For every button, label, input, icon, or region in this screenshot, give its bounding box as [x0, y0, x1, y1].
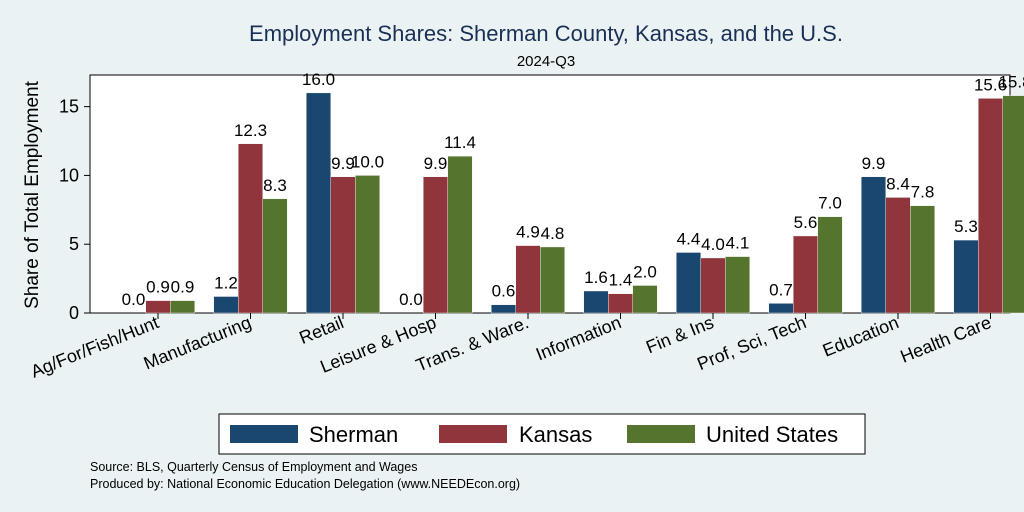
data-label-sherman-information: 1.6	[584, 268, 608, 287]
data-label-sherman-ag-for-fish-hunt: 0.0	[122, 290, 146, 309]
data-label-sherman-fin-ins: 4.4	[677, 229, 701, 248]
bar-sherman-retail	[306, 92, 331, 314]
bar-sherman-fin-ins	[676, 252, 701, 314]
bar-united-states-trans-ware	[540, 246, 565, 314]
bar-united-states-retail	[355, 175, 380, 314]
data-label-united-states-fin-ins: 4.1	[726, 234, 750, 253]
data-label-sherman-trans-ware: 0.6	[492, 282, 516, 301]
category-label-health-care: Health Care	[897, 312, 994, 367]
data-label-sherman-leisure-hosp: 0.0	[399, 290, 423, 309]
data-label-sherman-manufacturing: 1.2	[214, 273, 238, 292]
category-label-manufacturing: Manufacturing	[141, 312, 254, 373]
legend: Sherman Kansas United States	[218, 413, 866, 455]
data-label-united-states-health-care: 15.8	[998, 73, 1024, 92]
bar-united-states-education	[910, 205, 935, 314]
y-tick-label: 10	[59, 165, 79, 185]
bar-united-states-leisure-hosp	[447, 155, 473, 314]
legend-label-united-states: United States	[706, 422, 838, 447]
y-tick-label: 5	[69, 234, 79, 254]
data-label-kansas-education: 8.4	[886, 174, 910, 193]
data-label-kansas-fin-ins: 4.0	[701, 235, 725, 254]
legend-swatch-sherman	[230, 425, 298, 443]
bar-united-states-information	[632, 285, 658, 314]
legend-label-sherman: Sherman	[309, 422, 398, 447]
bar-kansas-ag-for-fish-hunt	[145, 300, 171, 314]
category-label-retail: Retail	[296, 312, 346, 348]
data-label-sherman-health-care: 5.3	[954, 217, 978, 236]
data-label-united-states-retail: 10.0	[351, 152, 384, 171]
bar-kansas-health-care	[978, 98, 1003, 314]
data-label-kansas-manufacturing: 12.3	[234, 121, 267, 140]
bar-kansas-manufacturing	[238, 143, 263, 314]
data-label-united-states-education: 7.8	[911, 183, 935, 202]
data-label-sherman-retail: 16.0	[302, 70, 335, 89]
bar-united-states-health-care	[1002, 95, 1024, 314]
category-label-ag-for-fish-hunt: Ag/For/Fish/Hunt	[28, 312, 162, 382]
bar-kansas-fin-ins	[700, 257, 726, 314]
legend-box	[218, 413, 866, 455]
bar-kansas-education	[885, 197, 911, 314]
legend-swatch-united-states	[627, 425, 695, 443]
bar-kansas-retail	[330, 176, 356, 314]
y-tick-label: 15	[59, 97, 79, 117]
y-axis-label: Share of Total Employment	[22, 80, 43, 308]
bar-kansas-information	[608, 293, 633, 314]
chart-subtitle: 2024-Q3	[517, 53, 575, 70]
bar-sherman-manufacturing	[213, 296, 239, 314]
legend-label-kansas: Kansas	[519, 422, 592, 447]
data-label-kansas-health-care: 15.6	[974, 75, 1007, 94]
data-label-sherman-education: 9.9	[862, 154, 886, 173]
bar-kansas-prof-sci-tech	[793, 235, 818, 314]
bar-sherman-trans-ware	[491, 304, 516, 314]
bar-kansas-trans-ware	[515, 245, 541, 314]
source-note: Source: BLS, Quarterly Census of Employm…	[90, 460, 417, 474]
bar-sherman-information	[583, 290, 609, 314]
data-label-united-states-manufacturing: 8.3	[263, 176, 287, 195]
data-label-united-states-leisure-hosp: 11.4	[444, 133, 476, 152]
chart-title: Employment Shares: Sherman County, Kansa…	[249, 21, 843, 46]
data-label-kansas-information: 1.4	[609, 271, 633, 290]
bar-united-states-manufacturing	[262, 198, 288, 314]
bar-united-states-ag-for-fish-hunt	[170, 300, 195, 314]
bar-united-states-prof-sci-tech	[817, 216, 843, 314]
bar-sherman-prof-sci-tech	[768, 303, 794, 314]
data-label-kansas-prof-sci-tech: 5.6	[794, 213, 818, 232]
bar-sherman-education	[861, 176, 886, 314]
data-label-united-states-trans-ware: 4.8	[541, 224, 565, 243]
data-label-kansas-ag-for-fish-hunt: 0.9	[146, 278, 170, 297]
data-label-sherman-prof-sci-tech: 0.7	[769, 280, 793, 299]
data-label-kansas-trans-ware: 4.9	[516, 223, 540, 242]
bar-sherman-health-care	[953, 239, 979, 314]
bar-united-states-fin-ins	[725, 256, 750, 314]
produced-by-note: Produced by: National Economic Education…	[90, 477, 520, 491]
category-label-information: Information	[533, 312, 624, 364]
data-label-united-states-information: 2.0	[633, 262, 657, 281]
y-tick-label: 0	[69, 303, 79, 323]
bar-kansas-leisure-hosp	[423, 176, 448, 314]
category-label-education: Education	[820, 312, 902, 361]
legend-swatch-kansas	[439, 425, 507, 443]
data-label-kansas-retail: 9.9	[331, 154, 355, 173]
data-label-united-states-prof-sci-tech: 7.0	[818, 194, 842, 213]
data-label-united-states-ag-for-fish-hunt: 0.9	[171, 278, 195, 297]
data-label-kansas-leisure-hosp: 9.9	[424, 154, 448, 173]
